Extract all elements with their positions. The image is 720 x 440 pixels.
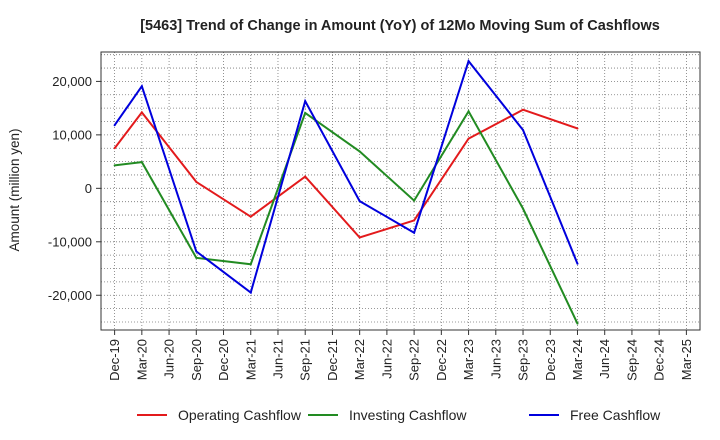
legend: Operating Cashflow Investing Cashflow Free… <box>137 407 661 423</box>
series-line-2 <box>113 58 579 295</box>
y-tick-label: -20,000 <box>48 288 92 303</box>
plot-frame <box>100 51 701 331</box>
x-tick-label: Sep-20 <box>189 339 204 381</box>
data-point <box>413 231 416 234</box>
x-tick-label: Sep-23 <box>516 339 531 381</box>
data-point <box>358 150 361 153</box>
data-point <box>113 164 116 167</box>
x-tick-label: Dec-21 <box>325 339 340 381</box>
x-tick-label: Mar-25 <box>679 339 694 380</box>
y-axis-label: Amount (million yen) <box>7 128 22 251</box>
data-point <box>358 236 361 239</box>
data-point <box>304 175 307 178</box>
x-tick-label: Mar-23 <box>461 339 476 380</box>
x-tick-label: Mar-21 <box>243 339 258 380</box>
x-tick-label: Mar-24 <box>570 339 585 380</box>
data-point <box>576 322 579 325</box>
series-line-1 <box>114 109 579 325</box>
y-tick-label: -10,000 <box>48 234 92 249</box>
legend-label-0: Operating Cashflow <box>178 407 302 423</box>
y-tick-label: 20,000 <box>52 74 92 89</box>
data-point <box>467 110 470 113</box>
data-point <box>576 127 579 130</box>
x-tick-label: Jun-22 <box>379 339 394 379</box>
x-tick-label: Dec-19 <box>107 339 122 381</box>
x-tick-label: Sep-22 <box>407 339 422 381</box>
data-point <box>249 291 252 294</box>
x-tick-label: Dec-22 <box>434 339 449 381</box>
y-axis-ticks: 20,000 10,000 0 -10,000 -20,000 <box>48 74 101 303</box>
data-point <box>140 161 143 164</box>
x-tick-label: Jun-21 <box>270 339 285 379</box>
data-point <box>413 219 416 222</box>
data-point <box>140 111 143 114</box>
data-point <box>522 129 525 132</box>
data-point <box>467 60 470 63</box>
data-point <box>522 108 525 111</box>
data-point <box>467 137 470 140</box>
series-group <box>113 58 579 325</box>
x-tick-label: Jun-20 <box>162 339 177 379</box>
data-point <box>358 200 361 203</box>
legend-label-2: Free Cashflow <box>570 407 661 423</box>
data-point <box>576 262 579 265</box>
data-point <box>140 85 143 88</box>
data-point <box>195 250 198 253</box>
data-point <box>304 100 307 103</box>
x-tick-label: Mar-20 <box>134 339 149 380</box>
legend-label-1: Investing Cashflow <box>349 407 467 423</box>
x-tick-label: Jun-24 <box>597 339 612 379</box>
y-tick-label: 0 <box>85 181 92 196</box>
series-line-0 <box>113 108 578 239</box>
data-point <box>113 147 116 150</box>
x-tick-label: Sep-24 <box>624 339 639 381</box>
data-point <box>249 263 252 266</box>
data-point <box>522 207 525 210</box>
data-point <box>195 256 198 259</box>
x-tick-label: Mar-22 <box>352 339 367 380</box>
y-tick-label: 10,000 <box>52 127 92 142</box>
x-tick-label: Dec-23 <box>543 339 558 381</box>
data-point <box>195 180 198 183</box>
x-tick-label: Dec-24 <box>652 339 667 381</box>
x-tick-label: Jun-23 <box>488 339 503 379</box>
data-point <box>413 199 416 202</box>
data-point <box>113 124 116 127</box>
x-tick-label: Dec-20 <box>216 339 231 381</box>
data-point <box>304 111 307 114</box>
grid <box>101 52 700 330</box>
chart-title: [5463] Trend of Change in Amount (YoY) o… <box>140 18 660 34</box>
x-tick-label: Sep-21 <box>298 339 313 381</box>
data-point <box>249 215 252 218</box>
x-axis-ticks: Dec-19 Mar-20 Jun-20 Sep-20 Dec-20 Mar-21 Jun-… <box>107 330 694 381</box>
